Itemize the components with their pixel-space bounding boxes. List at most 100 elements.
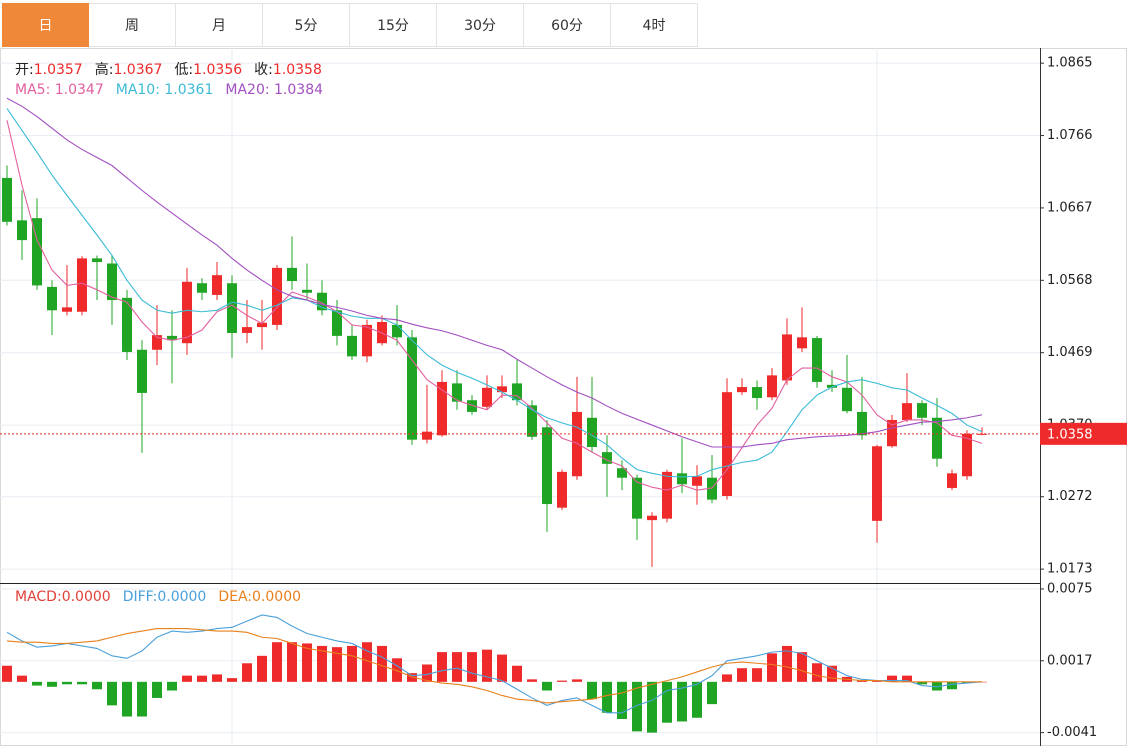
candle-body xyxy=(962,433,972,477)
macd-value: 0.0000 xyxy=(157,589,207,605)
candle-body xyxy=(392,324,402,338)
period-tab[interactable]: 15分 xyxy=(350,3,437,47)
candle-body xyxy=(197,283,207,293)
macd-bar xyxy=(47,681,57,687)
macd-bar xyxy=(767,653,777,682)
ohlc-label: 开: xyxy=(15,62,34,78)
macd-bar xyxy=(872,680,882,682)
period-tab[interactable]: 4时 xyxy=(611,3,698,47)
candle-body xyxy=(152,335,162,350)
candle-body xyxy=(647,515,657,521)
macd-name: DEA: xyxy=(218,589,253,605)
ma-name: MA10: xyxy=(115,82,160,98)
candle-body xyxy=(812,338,822,382)
candle-body xyxy=(512,383,522,401)
macd-bar xyxy=(752,668,762,682)
ma-legend: MA5: 1.0347 MA10: 1.0361 MA20: 1.0384 xyxy=(15,82,323,98)
macd-bar xyxy=(467,652,477,682)
macd-bar xyxy=(827,665,837,682)
macd-item: DIFF:0.0000 xyxy=(123,589,207,605)
candle-body xyxy=(587,417,597,448)
candle-body xyxy=(287,267,297,282)
ma-name: MA5: xyxy=(15,82,51,98)
ohlc-label: 高: xyxy=(94,62,114,78)
candle-body xyxy=(437,381,447,436)
candle-body xyxy=(32,218,42,286)
candle-body xyxy=(227,283,237,333)
ma-value: 1.0361 xyxy=(164,82,214,98)
candle-body xyxy=(182,281,192,344)
candle-body xyxy=(257,322,267,328)
candle-body xyxy=(662,471,672,519)
macd-line xyxy=(6,628,982,704)
macd-bar xyxy=(917,681,927,685)
macd-bar xyxy=(647,681,657,733)
macd-bar xyxy=(512,665,522,682)
candle-body xyxy=(137,349,147,393)
y-tick-label: 1.0469 xyxy=(1047,345,1093,360)
ohlc-label: 收: xyxy=(254,62,273,78)
candle-body xyxy=(2,177,12,222)
ohlc-item: 收:1.0358 xyxy=(254,59,322,79)
candle-body xyxy=(17,220,27,241)
macd-bar xyxy=(257,655,267,682)
candle-body xyxy=(527,405,537,437)
period-tab[interactable]: 5分 xyxy=(263,3,350,47)
macd-item: MACD:0.0000 xyxy=(15,589,111,605)
macd-bar xyxy=(857,680,867,682)
macd-bar xyxy=(722,674,732,682)
macd-bar xyxy=(542,681,552,691)
macd-bar xyxy=(632,681,642,732)
macd-bar xyxy=(107,681,117,706)
price-marker-box xyxy=(1040,422,1127,445)
macd-bar xyxy=(212,674,222,682)
macd-bar xyxy=(527,679,537,682)
macd-bar xyxy=(677,681,687,722)
period-tab[interactable]: 30分 xyxy=(437,3,524,47)
macd-value: 0.0000 xyxy=(252,589,302,605)
macd-bar xyxy=(122,681,132,717)
candle-body xyxy=(782,334,792,381)
macd-bar xyxy=(302,643,312,682)
ohlc-legend: 开:1.0357 高:1.0367 低:1.0356 收:1.0358 xyxy=(15,59,322,79)
macd-bar xyxy=(452,652,462,682)
period-tab[interactable]: 月 xyxy=(176,3,263,47)
period-tab[interactable]: 周 xyxy=(89,3,176,47)
period-tab[interactable]: 60分 xyxy=(524,3,611,47)
macd-bar xyxy=(62,681,72,685)
candle-body xyxy=(887,419,897,447)
candle-body xyxy=(572,411,582,477)
candle-body xyxy=(557,471,567,508)
macd-bar xyxy=(317,645,327,682)
ma-value: 1.0347 xyxy=(54,82,104,98)
ma-value: 1.0384 xyxy=(274,82,324,98)
macd-bar xyxy=(32,681,42,686)
candle-body xyxy=(752,387,762,399)
macd-bar xyxy=(287,642,297,682)
macd-bar xyxy=(272,642,282,682)
candle-body xyxy=(767,375,777,398)
candle-body xyxy=(242,327,252,333)
candle-body xyxy=(542,427,552,505)
price-marker-label: 1.0358 xyxy=(1047,427,1093,442)
macd-bar xyxy=(932,681,942,691)
macd-bar xyxy=(242,663,252,682)
candle-body xyxy=(842,387,852,412)
candle-body xyxy=(632,477,642,519)
candle-body xyxy=(167,335,177,341)
candle-body xyxy=(347,335,357,357)
candle-body xyxy=(722,392,732,496)
y-tick-label: 1.0667 xyxy=(1047,200,1093,215)
y-tick-label: 1.0272 xyxy=(1047,489,1093,504)
period-tab[interactable]: 日 xyxy=(2,3,89,47)
macd-bar xyxy=(152,681,162,698)
macd-bar xyxy=(617,681,627,719)
candle-body xyxy=(332,310,342,336)
macd-bar xyxy=(167,681,177,691)
macd-bar xyxy=(797,652,807,682)
candle-body xyxy=(497,386,507,393)
macd-bar xyxy=(17,675,27,682)
macd-bar xyxy=(962,681,972,684)
period-tabs: 日周月 5分 15分 30分 60分 4时 xyxy=(2,3,698,47)
candle-body xyxy=(932,417,942,459)
